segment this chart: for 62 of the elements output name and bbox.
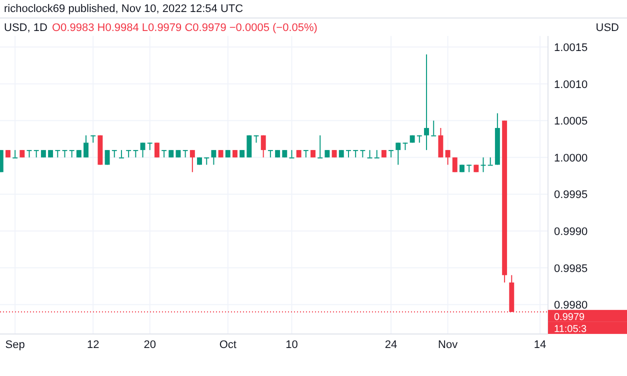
candlestick [55, 150, 60, 158]
y-tick-label: 0.9990 [554, 226, 588, 238]
x-tick-label: 20 [144, 339, 156, 351]
text: richoclock69 published, Nov 10, 2022 12:54 UTC [4, 3, 244, 15]
y-tick-label: 1.0010 [554, 78, 588, 91]
y-tick-label: 0.9995 [554, 189, 588, 202]
candlestick [34, 150, 39, 158]
y-tick-label: 1.0015 [554, 42, 588, 54]
candlestick [260, 134, 266, 158]
candlestick [84, 134, 88, 158]
candlestick [480, 156, 486, 173]
candlestick [402, 142, 408, 151]
candlestick [488, 156, 493, 166]
candlestick [119, 150, 124, 158]
y-tick-label: 1.0005 [554, 116, 588, 128]
candlestick [140, 142, 146, 158]
candlestick [396, 142, 401, 166]
y-tick-label: 1.0000 [554, 152, 588, 164]
candlestick [112, 150, 117, 158]
candlestick [346, 150, 351, 158]
y-tick-label: 0.9985 [554, 262, 588, 275]
ref-line-label: 0.9979 [554, 312, 586, 323]
candlestick [303, 150, 308, 158]
y-tick-label: 0.9980 [554, 300, 588, 312]
candlestick [388, 150, 394, 158]
x-tick-label: 12 [86, 339, 100, 351]
x-tick-label: 10 [286, 339, 298, 351]
candlestick [69, 150, 74, 158]
candlestick [62, 150, 68, 158]
candlestick [182, 150, 188, 158]
candlestick [246, 134, 252, 158]
candlestick [126, 150, 132, 158]
x-tick-label: Sep [5, 339, 25, 351]
candlestick [26, 150, 32, 158]
y-axis-title: USD [596, 22, 620, 34]
text: 11:05:3 [554, 324, 588, 335]
candlestick [438, 127, 444, 158]
candlestick [154, 142, 160, 158]
candlestick [147, 142, 152, 151]
chart-subtitle: O0.9983 H0.9984 L0.9979 C0.9979 −0.0005 (−0.05%) [52, 22, 318, 34]
candlestick [360, 150, 366, 158]
candlestick [12, 150, 18, 158]
candlestick [162, 150, 167, 158]
candlestick [104, 150, 110, 166]
x-tick-label: Nov [438, 339, 458, 351]
candlestick [367, 150, 372, 158]
candlestick [268, 150, 273, 158]
candlestick [318, 134, 323, 158]
chart-title: USD, 1D [4, 22, 48, 34]
candlestick [445, 150, 450, 166]
candlestick [211, 150, 216, 166]
candlestick [374, 150, 380, 158]
candlestick [190, 150, 195, 173]
candlestick [431, 120, 436, 136]
candlestick [289, 150, 294, 158]
x-tick-label: Oct [219, 339, 236, 351]
x-tick-label: 14 [534, 339, 546, 351]
x-tick-label: 24 [384, 339, 398, 351]
candlestick [204, 156, 210, 166]
candlestick [424, 54, 429, 151]
candlestick [133, 150, 138, 158]
candlestick [353, 150, 358, 158]
